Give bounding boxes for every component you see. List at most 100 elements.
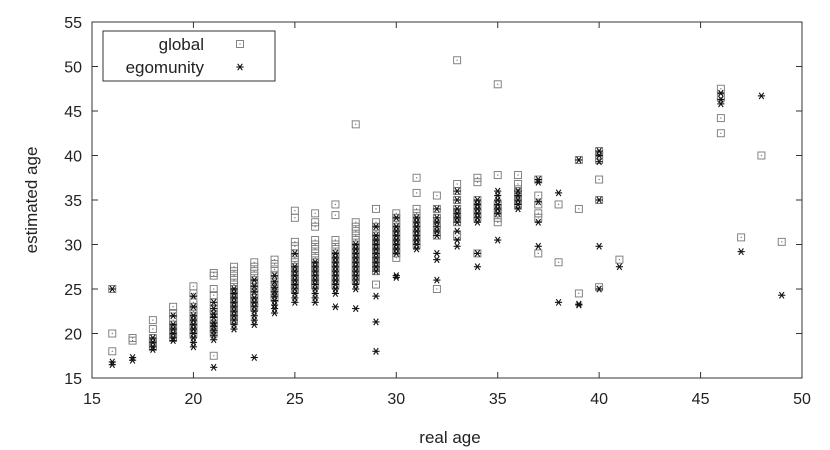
egomunity-point <box>189 325 198 333</box>
global-point <box>351 231 360 240</box>
global-point <box>351 222 360 231</box>
global-point <box>432 285 441 293</box>
global-point <box>372 218 380 227</box>
egomunity-point <box>371 347 381 356</box>
egomunity-point <box>351 240 360 249</box>
global-point <box>453 179 462 188</box>
global-point <box>757 151 766 160</box>
global-point <box>230 276 238 285</box>
global-point <box>372 227 380 236</box>
egomunity-point <box>250 298 259 307</box>
egomunity-point <box>371 292 381 300</box>
x-axis-label: real age <box>419 428 480 447</box>
egomunity-point <box>392 249 401 258</box>
y-tick-label: 55 <box>64 15 82 32</box>
global-point <box>311 253 320 262</box>
global-point <box>372 280 380 289</box>
x-tick-label: 30 <box>387 391 405 408</box>
x-tick-label: 25 <box>286 391 304 408</box>
egomunity-point <box>331 285 340 293</box>
global-point <box>250 262 259 271</box>
egomunity-point <box>331 289 340 298</box>
global-point <box>412 204 421 213</box>
egomunity-point <box>392 236 401 244</box>
egomunity-point <box>290 285 300 293</box>
egomunity-point <box>331 249 340 258</box>
egomunity-point <box>452 187 462 195</box>
egomunity-point <box>452 242 462 251</box>
egomunity-point <box>574 301 584 309</box>
egomunity-point <box>351 271 360 280</box>
egomunity-point <box>757 92 766 100</box>
global-point <box>473 178 482 187</box>
egomunity-point <box>270 304 279 313</box>
egomunity-point <box>351 285 360 293</box>
global-point <box>230 262 238 271</box>
egomunity-point <box>229 316 239 324</box>
egomunity-point <box>290 280 300 289</box>
egomunity-point <box>331 258 340 267</box>
global-point <box>169 316 178 325</box>
egomunity-point <box>290 294 300 302</box>
global-point <box>250 258 259 267</box>
global-point <box>108 329 117 338</box>
egomunity-point <box>473 214 482 222</box>
global-point <box>392 209 401 218</box>
egomunity-point <box>310 285 320 293</box>
global-point <box>230 267 238 276</box>
egomunity-point <box>432 222 442 231</box>
egomunity-point <box>473 196 482 204</box>
egomunity-point <box>473 218 482 226</box>
global-point <box>290 242 299 251</box>
egomunity-point <box>229 307 239 316</box>
egomunity-point <box>392 231 401 240</box>
egomunity-point <box>574 156 584 164</box>
egomunity-point <box>432 231 442 240</box>
egomunity-point <box>432 218 442 226</box>
global-point <box>311 240 320 249</box>
global-point <box>351 218 360 227</box>
x-tick-label: 15 <box>83 391 101 408</box>
global-point <box>574 289 583 298</box>
egomunity-point <box>716 89 726 97</box>
egomunity-point <box>310 289 320 298</box>
global-point <box>351 227 360 236</box>
global-point <box>493 80 502 89</box>
egomunity-point <box>331 276 340 284</box>
egomunity-point <box>371 318 381 326</box>
egomunity-point <box>189 316 198 324</box>
global-point <box>230 271 238 280</box>
global-point <box>311 218 320 227</box>
egomunity-point <box>290 267 300 275</box>
egomunity-point <box>290 249 300 258</box>
global-point <box>270 260 279 269</box>
egomunity-point <box>229 311 239 320</box>
global-point <box>290 213 299 222</box>
egomunity-point <box>493 196 502 204</box>
egomunity-point <box>189 334 198 342</box>
egomunity-point <box>209 298 218 307</box>
egomunity-point <box>412 231 421 240</box>
egomunity-point <box>412 222 421 231</box>
egomunity-point <box>493 209 502 218</box>
egomunity-point <box>331 254 340 262</box>
egomunity-point <box>351 304 360 313</box>
egomunity-point <box>594 147 604 155</box>
egomunity-point <box>432 249 442 258</box>
egomunity-point <box>452 214 462 222</box>
egomunity-point <box>493 200 502 209</box>
egomunity-point <box>513 205 523 213</box>
global-point <box>351 236 360 245</box>
global-point <box>331 240 340 249</box>
egomunity-point <box>513 200 523 209</box>
egomunity-point <box>310 280 320 289</box>
egomunity-point <box>189 311 198 320</box>
egomunity-point <box>452 205 462 213</box>
egomunity-point <box>594 242 604 251</box>
egomunity-point <box>250 353 259 362</box>
global-point <box>189 282 198 291</box>
egomunity-point <box>392 222 401 231</box>
egomunity-point <box>148 338 158 347</box>
egomunity-point <box>412 236 421 244</box>
egomunity-point <box>412 227 421 235</box>
